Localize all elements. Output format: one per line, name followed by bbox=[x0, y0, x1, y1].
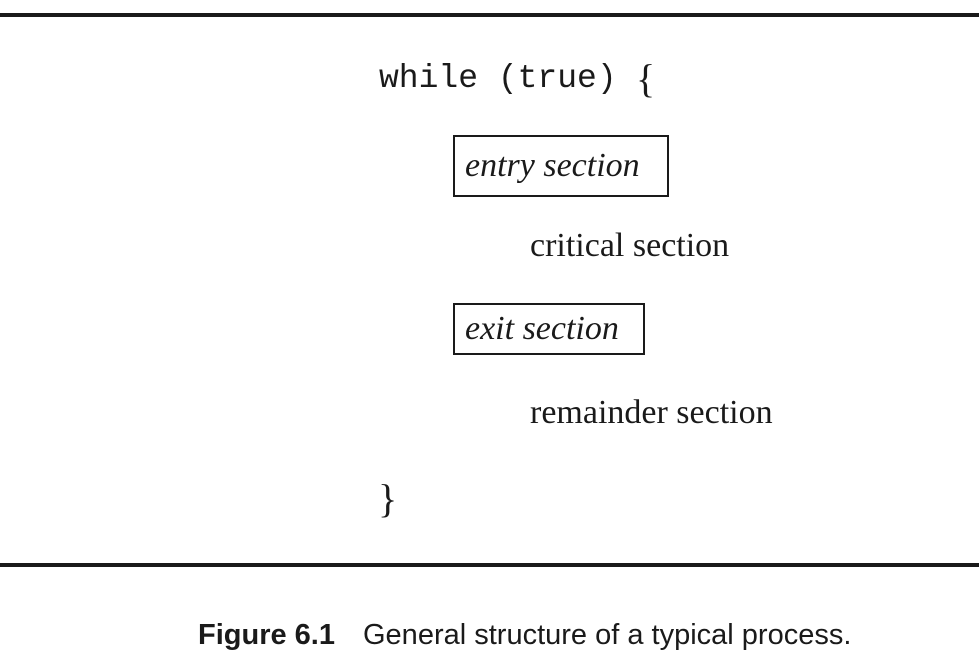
close-brace: } bbox=[378, 476, 398, 521]
entry-section-box: entry section bbox=[453, 135, 669, 197]
remainder-section-label: remainder section bbox=[530, 394, 773, 431]
while-statement: while (true) bbox=[379, 60, 617, 97]
bottom-rule bbox=[0, 563, 979, 567]
exit-section-box: exit section bbox=[453, 303, 645, 355]
caption-label: Figure 6.1 bbox=[198, 619, 335, 651]
exit-section-label: exit section bbox=[465, 310, 619, 347]
open-brace: { bbox=[636, 56, 656, 101]
caption-text: General structure of a typical process. bbox=[363, 619, 852, 651]
figure-caption: Figure 6.1 General structure of a typical… bbox=[198, 619, 851, 652]
top-rule bbox=[0, 13, 979, 17]
critical-section-label: critical section bbox=[530, 227, 730, 264]
entry-section-label: entry section bbox=[465, 147, 640, 184]
